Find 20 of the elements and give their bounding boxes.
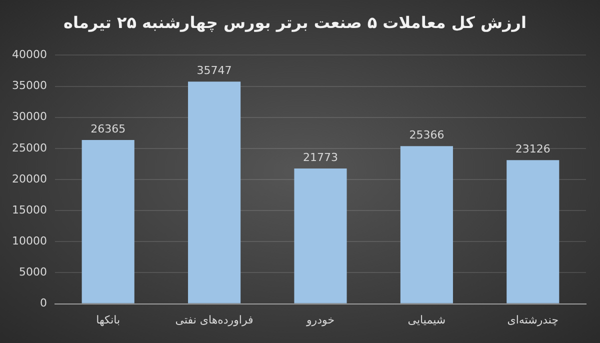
x-tick-label: بانکها bbox=[96, 313, 120, 326]
x-tick-label: چندرشته‌ای bbox=[507, 313, 559, 326]
y-tick-label: 35000 bbox=[12, 79, 47, 92]
x-tick-label: شیمیایی bbox=[408, 313, 446, 326]
data-label: 26365 bbox=[90, 122, 126, 136]
y-tick-label: 25000 bbox=[12, 141, 47, 154]
y-tick-label: 15000 bbox=[12, 203, 47, 216]
y-tick-label: 0 bbox=[40, 296, 47, 310]
data-label: 23126 bbox=[515, 142, 550, 156]
x-tick-label: فراورده‌های نفتی bbox=[175, 313, 254, 326]
y-tick-label: 5000 bbox=[18, 266, 47, 279]
data-label: 35747 bbox=[196, 64, 232, 77]
y-tick-label: 40000 bbox=[12, 48, 47, 62]
chart-title: ارزش کل معاملات ۵ صنعت برتر بورس چهارشنبه ۲۵ تیرماه bbox=[64, 12, 526, 32]
data-label: 25366 bbox=[409, 128, 444, 142]
x-tick-label: خودرو bbox=[305, 313, 335, 326]
y-tick-label: 20000 bbox=[12, 172, 47, 186]
data-label: 21773 bbox=[302, 150, 338, 164]
y-tick-label: 30000 bbox=[12, 110, 47, 124]
y-tick-label: 10000 bbox=[12, 234, 47, 248]
